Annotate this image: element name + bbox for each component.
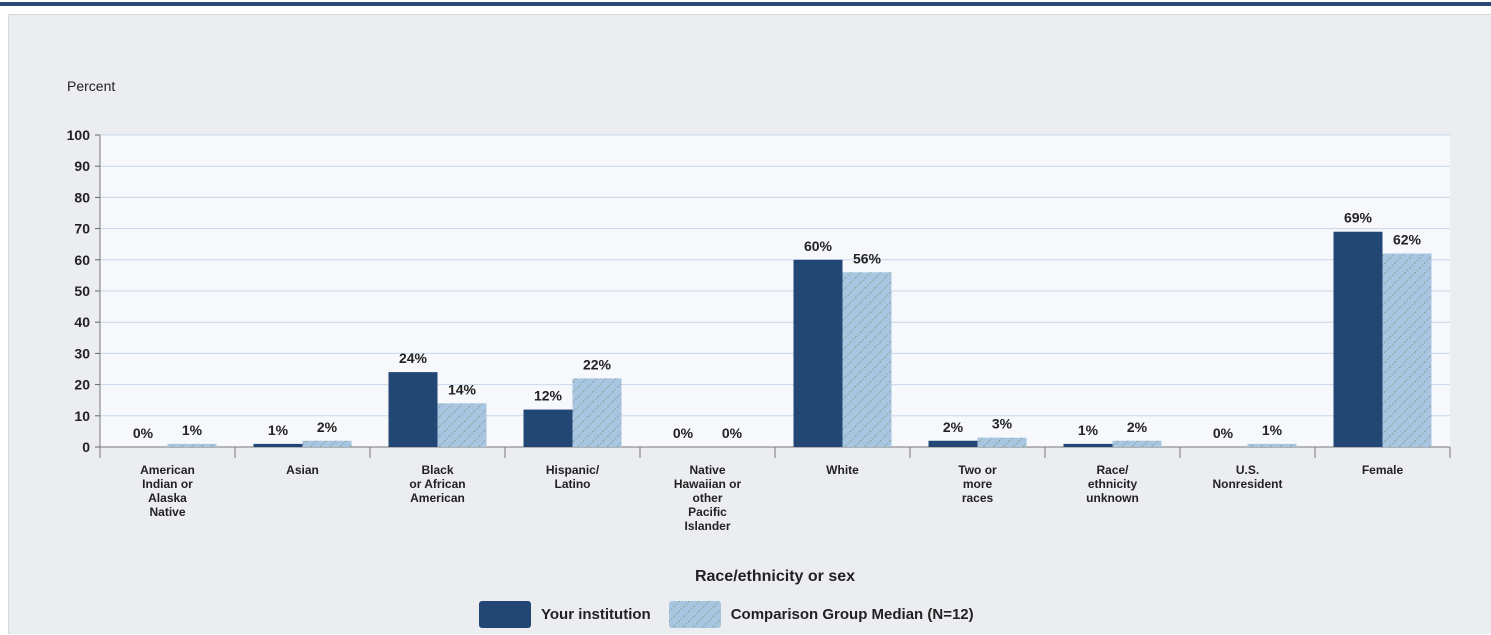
y-tick-label: 70 <box>74 221 90 237</box>
data-label: 22% <box>583 356 612 372</box>
bar-chart: 0 10 20 30 40 50 60 70 80 90 100 Percent 0% 1% America… <box>67 78 1451 585</box>
y-tick-label: 50 <box>74 283 90 299</box>
bar-institution <box>388 372 438 447</box>
bar-institution <box>1333 231 1383 447</box>
bar-institution <box>523 409 573 447</box>
data-label: 2% <box>1127 419 1148 435</box>
y-tick-label: 0 <box>82 439 90 455</box>
legend-item-institution: Your institution <box>479 600 651 628</box>
category-label: Asian <box>286 463 319 477</box>
legend-label-institution: Your institution <box>541 605 651 623</box>
data-label: 60% <box>804 238 833 254</box>
bar-comparison <box>842 272 892 447</box>
category-label: Hispanic/Latino <box>546 463 600 491</box>
data-label: 1% <box>182 422 203 438</box>
y-tick-label: 30 <box>74 345 90 361</box>
data-label: 14% <box>448 381 477 397</box>
bar-comparison <box>302 440 352 447</box>
bar-comparison <box>977 437 1027 447</box>
category-label: Female <box>1362 463 1404 477</box>
data-label: 2% <box>943 419 964 435</box>
bar-institution <box>793 259 843 447</box>
bar-comparison <box>437 403 487 447</box>
data-label: 1% <box>1262 422 1283 438</box>
legend-label-comparison: Comparison Group Median (N=12) <box>730 605 974 623</box>
bar-institution <box>928 440 978 447</box>
y-tick-label: 100 <box>67 127 91 143</box>
bar-comparison <box>1382 253 1432 447</box>
data-label: 24% <box>399 350 428 366</box>
y-tick-label: 90 <box>74 158 90 174</box>
data-label: 2% <box>317 419 338 435</box>
y-tick-label: 40 <box>74 314 90 330</box>
data-label: 0% <box>722 425 743 441</box>
category-label: White <box>826 463 859 477</box>
data-label: 0% <box>1213 425 1234 441</box>
category-label: American Indian or Alaska Native <box>140 463 195 519</box>
category-label: Two or more races <box>958 463 997 505</box>
legend-swatch-institution <box>479 600 531 628</box>
category-label: U.S. Nonresident <box>1212 463 1282 491</box>
data-label: 1% <box>268 422 289 438</box>
data-label: 1% <box>1078 422 1099 438</box>
data-label: 69% <box>1344 210 1373 226</box>
data-label: 62% <box>1393 232 1422 248</box>
chart-panel: 0 10 20 30 40 50 60 70 80 90 100 Percent 0% 1% America… <box>8 14 1491 634</box>
bar-comparison <box>167 443 217 447</box>
data-label: 12% <box>534 388 563 404</box>
bar-comparison <box>1112 440 1162 447</box>
data-label: 0% <box>133 425 154 441</box>
bar-comparison <box>1247 443 1297 447</box>
legend-swatch-comparison <box>668 600 721 628</box>
category-label: Native Hawaiian or other Pacific Islander <box>674 463 742 533</box>
y-tick-label: 80 <box>74 189 90 205</box>
legend: Your institution Comparison Group Median… <box>479 599 974 629</box>
data-label: 0% <box>673 425 694 441</box>
y-tick-label: 60 <box>74 252 90 268</box>
bar-institution <box>253 443 303 447</box>
bar-institution <box>1063 443 1113 447</box>
y-tick-label: 10 <box>74 408 90 424</box>
top-rule <box>0 2 1491 6</box>
bar-comparison <box>572 378 622 447</box>
data-label: 56% <box>853 250 882 266</box>
category-label: Black or African American <box>409 463 465 505</box>
x-axis-label: Race/ethnicity or sex <box>695 568 855 585</box>
y-tick-label: 20 <box>74 377 90 393</box>
category-label: Race/ethnicity unknown <box>1086 463 1139 505</box>
y-axis-label: Percent <box>67 78 115 94</box>
data-label: 3% <box>992 416 1013 432</box>
legend-item-comparison: Comparison Group Median (N=12) <box>668 600 974 628</box>
